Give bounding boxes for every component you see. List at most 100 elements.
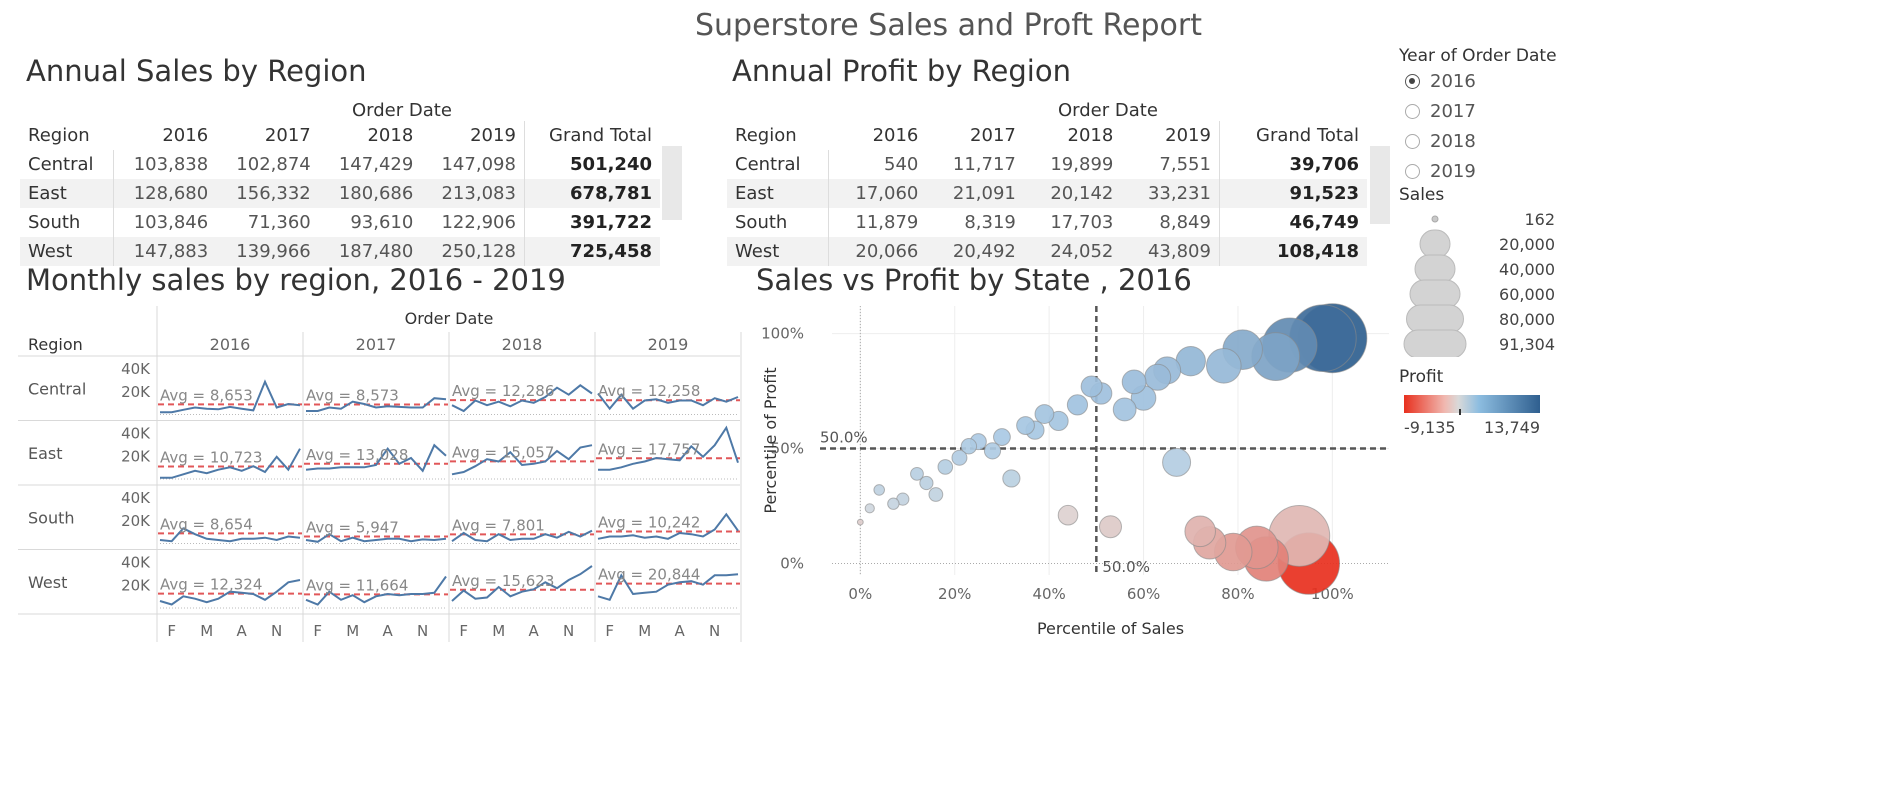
radio-button[interactable]	[1405, 133, 1420, 149]
profit-table-title: Annual Profit by Region	[732, 54, 1071, 88]
average-label: Avg = 15,057	[452, 443, 554, 461]
year-filter: 2016 2017 2018 2019	[1405, 66, 1555, 186]
table-cell: 540	[884, 154, 919, 175]
profit-table: Region 2016 2017 2018 2019 Grand Total Central…	[727, 121, 1367, 266]
grand-total-cell: 678,781	[523, 179, 660, 208]
sales-line	[451, 444, 593, 476]
radio-button[interactable]	[1405, 73, 1420, 89]
size-legend-mark	[1403, 329, 1467, 357]
scatter-x-tick: 0%	[848, 585, 872, 603]
average-label: Avg = 8,573	[306, 386, 399, 404]
sales-col-group: Order Date	[352, 100, 452, 121]
state-bubble	[1184, 515, 1216, 548]
monthly-y-tick: 40K	[121, 553, 151, 571]
monthly-x-tick: F	[167, 622, 176, 640]
monthly-x-tick: A	[383, 622, 394, 640]
sales-table-scrollbar[interactable]	[662, 146, 682, 220]
size-legend-label: 91,304	[1499, 335, 1555, 354]
table-cell: 17,703	[1050, 212, 1114, 233]
profit-header-2018: 2018	[1067, 125, 1114, 146]
size-legend-label: 20,000	[1499, 235, 1555, 254]
year-option-2018[interactable]: 2018	[1405, 126, 1555, 156]
sales-line	[598, 425, 739, 471]
radio-button[interactable]	[1405, 103, 1420, 119]
average-label: Avg = 12,324	[160, 576, 262, 594]
table-cell: 93,610	[350, 212, 414, 233]
table-cell: 20,142	[1023, 179, 1122, 208]
monthly-y-tick: 20K	[121, 512, 151, 530]
state-bubble	[1080, 375, 1103, 398]
table-cell: 103,846	[133, 212, 209, 233]
sales-line	[159, 579, 301, 606]
profit-header-grand-total: Grand Total	[1218, 121, 1367, 150]
state-bubble	[1162, 447, 1192, 477]
average-label: Avg = 20,844	[598, 566, 700, 584]
size-legend-mark	[1409, 279, 1461, 309]
scatter-x-tick: 80%	[1221, 585, 1254, 603]
monthly-x-tick: M	[200, 622, 213, 640]
reference-label-x: 50.0%	[1102, 558, 1150, 576]
sales-legend-title: Sales	[1399, 185, 1445, 205]
size-legend-mark	[1414, 254, 1456, 284]
sales-line	[159, 527, 301, 543]
profit-table-scrollbar[interactable]	[1370, 146, 1390, 224]
profit-col-group: Order Date	[1058, 100, 1158, 121]
size-legend-label: 80,000	[1499, 310, 1555, 329]
monthly-year-header: 2018	[502, 335, 543, 354]
monthly-year-header: 2017	[356, 335, 397, 354]
state-bubble	[1066, 394, 1089, 416]
profit-legend-title: Profit	[1399, 367, 1444, 387]
table-cell: 8,319	[964, 212, 1016, 233]
table-cell: 17,060	[828, 179, 927, 208]
table-cell: 180,686	[318, 179, 422, 208]
row-region-label: South	[20, 208, 114, 237]
monthly-y-tick: 20K	[121, 577, 151, 595]
sales-line	[597, 512, 739, 540]
table-cell: 187,480	[318, 237, 422, 266]
scatter-x-tick: 20%	[938, 585, 971, 603]
sales-header-2019: 2019	[470, 125, 516, 146]
sales-line	[305, 443, 447, 473]
year-option-label: 2017	[1430, 100, 1476, 122]
state-bubble	[993, 428, 1011, 446]
scatter-y-tick: 100%	[761, 325, 804, 343]
table-cell: 43,809	[1121, 237, 1220, 266]
average-label: Avg = 10,723	[160, 448, 262, 466]
year-option-2019[interactable]: 2019	[1405, 156, 1555, 186]
state-bubble	[873, 484, 886, 496]
monthly-title: Monthly sales by region, 2016 - 2019	[26, 263, 566, 297]
table-cell: 19,899	[1050, 154, 1114, 175]
table-cell: 71,360	[247, 212, 311, 233]
table-cell: 20,492	[926, 237, 1024, 266]
scatter-x-label: Percentile of Sales	[1037, 619, 1184, 638]
table-cell: 24,052	[1023, 237, 1122, 266]
scatter-y-tick: 0%	[780, 555, 804, 573]
radio-button[interactable]	[1405, 163, 1420, 179]
table-cell: 7,551	[1159, 154, 1211, 175]
table-cell: 11,879	[855, 212, 919, 233]
average-label: Avg = 5,947	[306, 519, 399, 537]
year-option-2017[interactable]: 2017	[1405, 96, 1555, 126]
table-row: Central 103,838 102,874 147,429 147,098 501,2…	[20, 150, 660, 179]
sales-line	[160, 448, 301, 479]
table-cell: 122,906	[441, 212, 516, 233]
row-region-label: Central	[727, 150, 829, 179]
table-row: West 147,883 139,966 187,480 250,128 725,458	[20, 237, 660, 266]
sales-line	[451, 384, 593, 413]
monthly-x-tick: F	[459, 622, 468, 640]
state-bubble	[928, 487, 944, 502]
monthly-region-label: Central	[28, 379, 86, 398]
monthly-x-tick: F	[313, 622, 322, 640]
profit-color-legend: -9,135 13,749	[1404, 395, 1540, 437]
profit-legend-min: -9,135	[1404, 418, 1456, 437]
year-option-2016[interactable]: 2016	[1405, 66, 1555, 96]
monthly-x-tick: N	[563, 622, 574, 640]
table-row: South 103,846 71,360 93,610 122,906 391,722	[20, 208, 660, 237]
table-cell: 250,128	[421, 237, 525, 266]
grand-total-cell: 91,523	[1218, 179, 1367, 208]
average-label: Avg = 15,623	[452, 572, 554, 590]
monthly-x-tick: A	[529, 622, 540, 640]
average-label: Avg = 13,028	[306, 446, 408, 464]
average-label: Avg = 8,653	[160, 386, 253, 404]
grand-total-cell: 501,240	[523, 150, 660, 179]
